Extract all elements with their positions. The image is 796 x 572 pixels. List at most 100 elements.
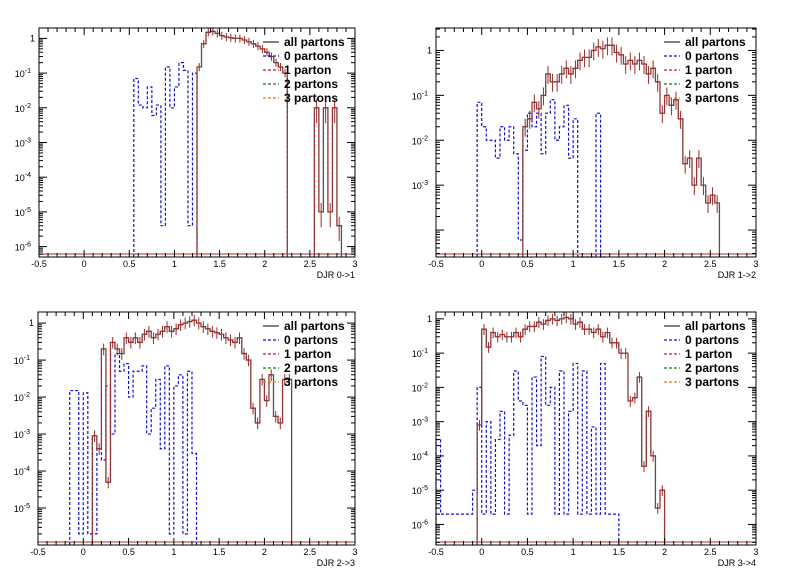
x-tick-label: 0 [479, 259, 484, 269]
x-tick-label: 0.5 [521, 547, 534, 557]
y-tick-exponent: -1 [25, 68, 31, 75]
x-tick-label: 2 [662, 547, 667, 557]
x-tick-label: 2 [662, 259, 667, 269]
legend-label: 0 partons [685, 333, 739, 347]
x-tick-label: 3 [352, 547, 357, 557]
y-tick-exponent: -3 [422, 417, 428, 424]
x-tick-label: -0.5 [30, 547, 46, 557]
x-tick-label: 0 [479, 547, 484, 557]
y-tick-label: 10-5 [412, 485, 428, 496]
y-tick-label: 10-3 [15, 138, 31, 149]
series-1-parton [476, 316, 666, 545]
y-tick-exponent: -1 [422, 90, 428, 97]
series-0-partons [133, 62, 198, 257]
legend-label: 2 partons [685, 361, 739, 375]
y-tick-exponent: -6 [422, 519, 428, 526]
y-tick-exponent: -1 [422, 348, 428, 355]
x-axis-title: DJR 2->3 [317, 558, 355, 568]
legend-label: 3 partons [284, 375, 338, 389]
legend-label: all partons [284, 319, 345, 333]
legend-label: 2 partons [284, 77, 338, 91]
series-0-partons [476, 99, 606, 258]
series-0-partons [435, 355, 620, 545]
legend-label: 2 partons [284, 361, 338, 375]
x-tick-label: 1.5 [613, 259, 626, 269]
x-tick-label: 2 [262, 259, 267, 269]
x-tick-label: 3 [753, 547, 758, 557]
x-tick-label: 3 [753, 259, 758, 269]
y-tick-label: 10-1 [412, 90, 428, 101]
x-tick-label: -0.5 [428, 547, 444, 557]
x-tick-label: 2 [262, 547, 267, 557]
legend-label: 1 parton [685, 63, 732, 77]
legend-label: 1 parton [284, 347, 331, 361]
y-tick-base: 10 [412, 349, 422, 359]
y-tick-label: 10-5 [14, 503, 30, 514]
x-axis-title: DJR 3->4 [718, 558, 756, 568]
y-tick-label: 10-2 [412, 135, 428, 146]
y-tick-label: 10-1 [412, 348, 428, 359]
y-tick-label: 10-1 [15, 68, 31, 79]
x-tick-label: -0.5 [428, 259, 444, 269]
x-tick-label: 2.5 [704, 547, 717, 557]
series-1-parton [313, 107, 342, 257]
y-tick-exponent: -5 [422, 485, 428, 492]
y-tick-base: 10 [14, 504, 24, 514]
y-tick-label: 10-6 [15, 242, 31, 253]
y-tick-label: 10-4 [14, 466, 30, 477]
x-tick-label: 0 [82, 259, 87, 269]
y-tick-exponent: -4 [24, 466, 30, 473]
y-tick-exponent: -2 [422, 135, 428, 142]
x-tick-label: 0.5 [122, 547, 135, 557]
y-tick-label: 10-6 [412, 519, 428, 530]
y-tick-base: 10 [15, 173, 25, 183]
x-tick-label: 0.5 [123, 259, 136, 269]
y-tick-label: 10-3 [412, 180, 428, 191]
y-tick-base: 10 [412, 520, 422, 530]
series-1-parton [522, 44, 720, 257]
y-tick-exponent: -4 [422, 451, 428, 458]
x-tick-label: 2.5 [303, 547, 316, 557]
x-tick-label: -0.5 [31, 259, 47, 269]
legend-label: 3 partons [284, 91, 338, 105]
legend-label: all partons [284, 35, 345, 49]
y-tick-exponent: -4 [25, 172, 31, 179]
y-tick-base: 10 [412, 418, 422, 428]
legend-label: all partons [685, 35, 746, 49]
y-tick-label: 1 [30, 33, 35, 43]
y-tick-label: 1 [427, 45, 432, 55]
x-tick-label: 0 [81, 547, 86, 557]
x-tick-label: 1.5 [613, 547, 626, 557]
y-tick-base: 10 [14, 430, 24, 440]
legend-label: 1 parton [685, 347, 732, 361]
legend-label: 0 partons [284, 333, 338, 347]
y-tick-exponent: -3 [422, 180, 428, 187]
y-tick-base: 10 [14, 393, 24, 403]
y-tick-exponent: -2 [24, 392, 30, 399]
y-tick-base: 10 [412, 383, 422, 393]
y-tick-base: 10 [14, 467, 24, 477]
legend-label: 3 partons [685, 91, 739, 105]
x-tick-label: 2.5 [704, 259, 717, 269]
y-tick-base: 10 [15, 139, 25, 149]
y-tick-base: 10 [412, 181, 422, 191]
series-all-partons [476, 316, 666, 545]
y-tick-exponent: -3 [24, 429, 30, 436]
y-tick-base: 10 [412, 452, 422, 462]
legend-label: 0 partons [284, 49, 338, 63]
y-tick-label: 1 [427, 314, 432, 324]
y-tick-label: 10-3 [412, 417, 428, 428]
y-tick-exponent: -1 [24, 355, 30, 362]
legend-label: 3 partons [685, 375, 739, 389]
y-tick-label: 10-3 [14, 429, 30, 440]
y-tick-exponent: -5 [25, 207, 31, 214]
x-tick-label: 3 [352, 259, 357, 269]
x-tick-label: 1.5 [213, 547, 226, 557]
y-tick-label: 10-4 [412, 451, 428, 462]
y-tick-base: 10 [15, 243, 25, 253]
legend-label: all partons [685, 319, 746, 333]
series-0-partons [69, 352, 198, 545]
